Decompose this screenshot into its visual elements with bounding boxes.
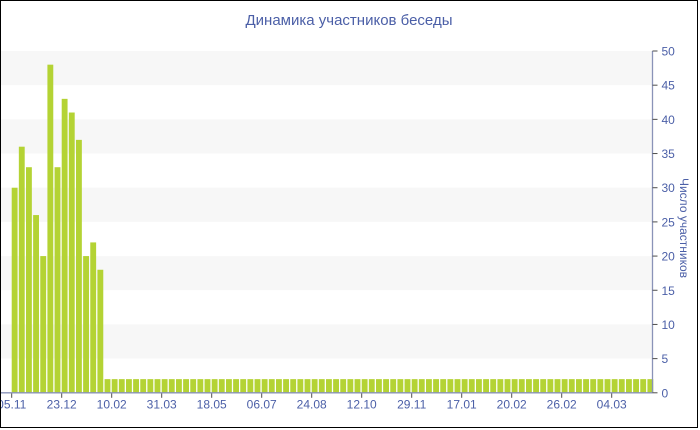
svg-text:30: 30	[662, 181, 676, 195]
svg-text:35: 35	[662, 147, 676, 161]
svg-text:50: 50	[662, 45, 676, 59]
svg-text:04.03: 04.03	[597, 397, 627, 411]
svg-text:05.11: 05.11	[1, 397, 27, 411]
svg-text:24.08: 24.08	[297, 397, 327, 411]
svg-text:0: 0	[662, 386, 669, 400]
svg-text:18.05: 18.05	[197, 397, 227, 411]
svg-text:06.07: 06.07	[247, 397, 277, 411]
svg-text:10: 10	[662, 318, 676, 332]
svg-text:10.02: 10.02	[97, 397, 127, 411]
svg-text:20.02: 20.02	[497, 397, 527, 411]
svg-text:40: 40	[662, 113, 676, 127]
svg-text:26.02: 26.02	[547, 397, 577, 411]
svg-text:31.03: 31.03	[147, 397, 177, 411]
svg-text:5: 5	[662, 352, 669, 366]
svg-text:29.11: 29.11	[397, 397, 426, 411]
svg-text:20: 20	[662, 250, 676, 264]
svg-text:15: 15	[662, 284, 676, 298]
svg-text:23.12: 23.12	[47, 397, 77, 411]
svg-text:12.10: 12.10	[347, 397, 377, 411]
svg-text:45: 45	[662, 79, 676, 93]
svg-text:17.01: 17.01	[447, 397, 477, 411]
svg-text:25: 25	[662, 215, 676, 229]
